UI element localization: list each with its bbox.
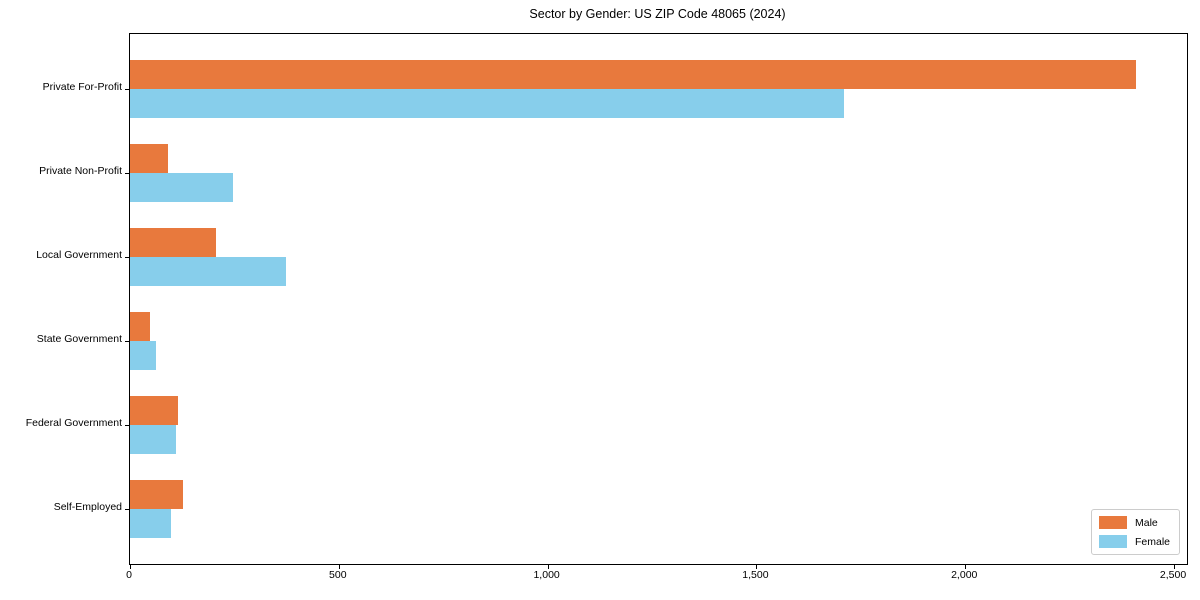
y-axis-tick — [125, 89, 129, 90]
legend-item-female: Female — [1098, 535, 1170, 548]
legend-swatch-male — [1098, 516, 1127, 529]
y-axis-tick — [125, 425, 129, 426]
bar-male-local-government — [130, 228, 217, 257]
y-axis-tick — [125, 257, 129, 258]
legend-label-male: Male — [1134, 516, 1158, 529]
bar-female-private-for-profit — [130, 89, 845, 118]
x-axis-tick-label-0: 0 — [126, 569, 132, 581]
y-axis-tick — [125, 341, 129, 342]
bar-female-private-non-profit — [130, 173, 234, 202]
bar-male-federal-government — [130, 396, 179, 425]
x-axis-tick — [1174, 565, 1176, 569]
legend-swatch-female — [1098, 535, 1127, 548]
bar-female-self-employed — [130, 509, 171, 538]
y-axis-label-private-non-profit: Private Non-Profit — [39, 165, 122, 177]
bar-male-private-for-profit — [130, 60, 1137, 89]
bar-male-state-government — [130, 312, 151, 341]
bar-female-federal-government — [130, 425, 177, 454]
x-axis-tick — [547, 565, 549, 569]
y-axis-tick — [125, 509, 129, 510]
x-axis-tick — [338, 565, 340, 569]
x-axis-tick-label-2-000: 2,000 — [951, 569, 978, 581]
x-axis-tick-label-1-500: 1,500 — [742, 569, 769, 581]
legend-item-male: Male — [1098, 516, 1170, 529]
y-axis-label-self-employed: Self-Employed — [53, 501, 122, 513]
y-axis-labels: Private For-Profit Private Non-Profit Loca… — [0, 0, 122, 600]
x-axis-tick — [130, 565, 131, 569]
x-axis-tick — [965, 565, 967, 569]
y-axis-label-federal-government: Federal Government — [25, 417, 122, 429]
bar-male-self-employed — [130, 480, 184, 509]
x-axis-tick-label-1-000: 1,000 — [533, 569, 560, 581]
y-axis-label-state-government: State Government — [36, 333, 122, 345]
x-axis-tick — [756, 565, 758, 569]
x-axis-tick-label-2-500: 2,500 — [1159, 569, 1187, 581]
y-axis-label-local-government: Local Government — [36, 249, 122, 261]
bar-male-private-non-profit — [130, 144, 168, 173]
x-axis-tick-label-500: 500 — [329, 569, 347, 581]
bar-female-local-government — [130, 257, 287, 286]
legend: Male Female — [1090, 509, 1180, 555]
bar-female-state-government — [130, 341, 157, 370]
y-axis-tick — [125, 173, 129, 174]
plot-area: Male Female — [125, 33, 1188, 569]
y-axis-label-private-for-profit: Private For-Profit — [42, 81, 122, 93]
legend-label-female: Female — [1134, 535, 1170, 548]
chart-title: Sector by Gender: US ZIP Code 48065 (202… — [529, 7, 786, 21]
